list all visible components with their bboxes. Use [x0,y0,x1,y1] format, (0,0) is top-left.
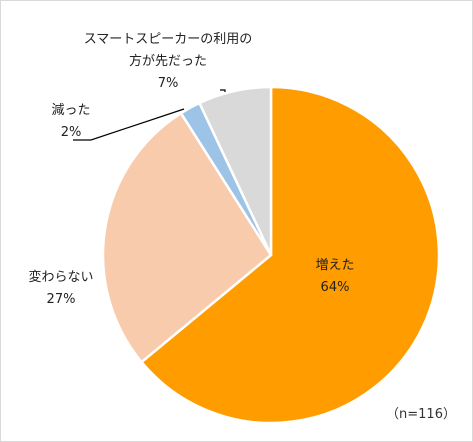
leader-line-decreased [73,108,185,141]
label-increased-name: 増えた [315,258,354,273]
label-smart-speaker-line1: スマートスピーカーの利用の [84,32,253,47]
label-unchanged-value: 27% [47,292,76,307]
label-smart-speaker-line2: 方が先だった [129,53,207,69]
leader-line-smart-speaker [220,89,226,92]
slice-unchanged [101,111,273,364]
label-unchanged-name: 変わらない [28,269,93,285]
slice-smart-speaker-first [198,85,273,257]
label-smart-speaker-value: 7% [158,76,179,91]
pie-slices [101,85,441,425]
label-decreased-value: 2% [61,125,82,140]
label-increased-value: 64% [321,280,350,295]
label-decreased-name: 減った [51,102,90,118]
sample-size-note: （n=116） [386,407,456,422]
slice-increased [140,85,441,425]
